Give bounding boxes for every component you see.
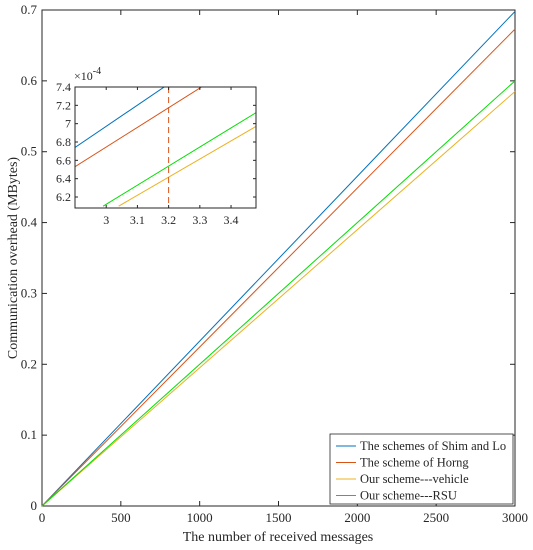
y-tick-label: 0.3 — [21, 285, 37, 300]
inset-series-line-the-schemes-of-shim-and-lo — [75, 87, 166, 148]
inset-y-tick-label: 7.2 — [56, 98, 71, 112]
legend-label-our-scheme-rsu: Our scheme---RSU — [360, 489, 457, 503]
inset-y-multiplier-base: ×10 — [74, 69, 93, 83]
legend-box — [329, 433, 514, 505]
x-tick-label: 1500 — [266, 510, 292, 525]
series-line-the-schemes-of-shim-and-lo — [41, 11, 516, 507]
inset-y-tick-label: 7 — [65, 117, 71, 131]
inset-axes-box — [74, 86, 257, 209]
legend-label-the-schemes-of-shim-and-lo: The schemes of Shim and Lo — [360, 439, 506, 453]
x-tick-label: 3000 — [502, 510, 528, 525]
y-tick-label: 0.7 — [21, 2, 38, 17]
series-line-our-scheme-vehicle — [41, 91, 516, 507]
inset-y-tick-label: 7.4 — [56, 80, 71, 94]
legend-entries: The schemes of Shim and Lo The scheme of … — [336, 439, 506, 503]
inset-ticks: 3 3.1 3.2 3.3 3.4 6.2 6.4 6.6 6.8 7 7.2 7.4 — [56, 80, 256, 227]
main-series — [41, 11, 516, 507]
x-tick-label: 2000 — [344, 510, 370, 525]
inset-x-tick-label: 3 — [103, 213, 109, 227]
y-tick-label: 0.6 — [21, 73, 38, 88]
y-tick-label: 0.1 — [21, 427, 37, 442]
inset-y-multiplier: ×10-4 — [74, 66, 101, 83]
x-tick-label: 1000 — [187, 510, 213, 525]
y-tick-label: 0.4 — [21, 215, 38, 230]
inset-series-line-our-scheme-rsu — [102, 112, 256, 207]
inset-plot: 3 3.1 3.2 3.3 3.4 6.2 6.4 6.6 6.8 7 7.2 7.4 ×10-4 — [56, 66, 257, 227]
main-plot: 0 500 1000 1500 2000 2500 3000 0 0.1 0.2 0.3 0.4 0.5… — [6, 2, 528, 545]
x-tick-label: 2500 — [423, 510, 449, 525]
series-line-the-scheme-of-horng — [41, 28, 516, 507]
y-tick-label: 0.5 — [21, 144, 37, 159]
x-tick-label: 0 — [39, 510, 46, 525]
main-ticks: 0 500 1000 1500 2000 2500 3000 0 0.1 0.2 0.3 0.4 0.5… — [21, 2, 528, 525]
legend-label-our-scheme-vehicle: Our scheme---vehicle — [360, 472, 469, 486]
x-tick-label: 500 — [111, 510, 131, 525]
inset-x-tick-label: 3.3 — [192, 213, 207, 227]
inset-y-tick-label: 6.2 — [56, 190, 71, 204]
inset-x-tick-label: 3.1 — [130, 213, 145, 227]
inset-y-multiplier-exponent: -4 — [93, 66, 101, 77]
inset-background — [75, 87, 256, 208]
inset-series-line-the-scheme-of-horng — [75, 87, 203, 168]
legend: The schemes of Shim and Lo The scheme of … — [329, 433, 514, 505]
series-line-our-scheme-rsu — [41, 80, 516, 507]
y-tick-label: 0 — [31, 498, 38, 513]
inset-series — [75, 87, 256, 208]
x-axis-label: The number of received messages — [183, 530, 373, 545]
inset-y-tick-label: 6.8 — [56, 135, 71, 149]
inset-y-tick-label: 6.4 — [56, 172, 71, 186]
inset-x-tick-label: 3.2 — [161, 213, 176, 227]
legend-label-the-scheme-of-horng: The scheme of Horng — [360, 456, 469, 470]
inset-series-line-our-scheme-vehicle — [118, 125, 256, 207]
inset-x-tick-label: 3.4 — [224, 213, 239, 227]
y-axis-label: Communication overhead (MBytes) — [6, 157, 21, 360]
inset-y-tick-label: 6.6 — [56, 153, 71, 167]
y-tick-label: 0.2 — [21, 356, 37, 371]
